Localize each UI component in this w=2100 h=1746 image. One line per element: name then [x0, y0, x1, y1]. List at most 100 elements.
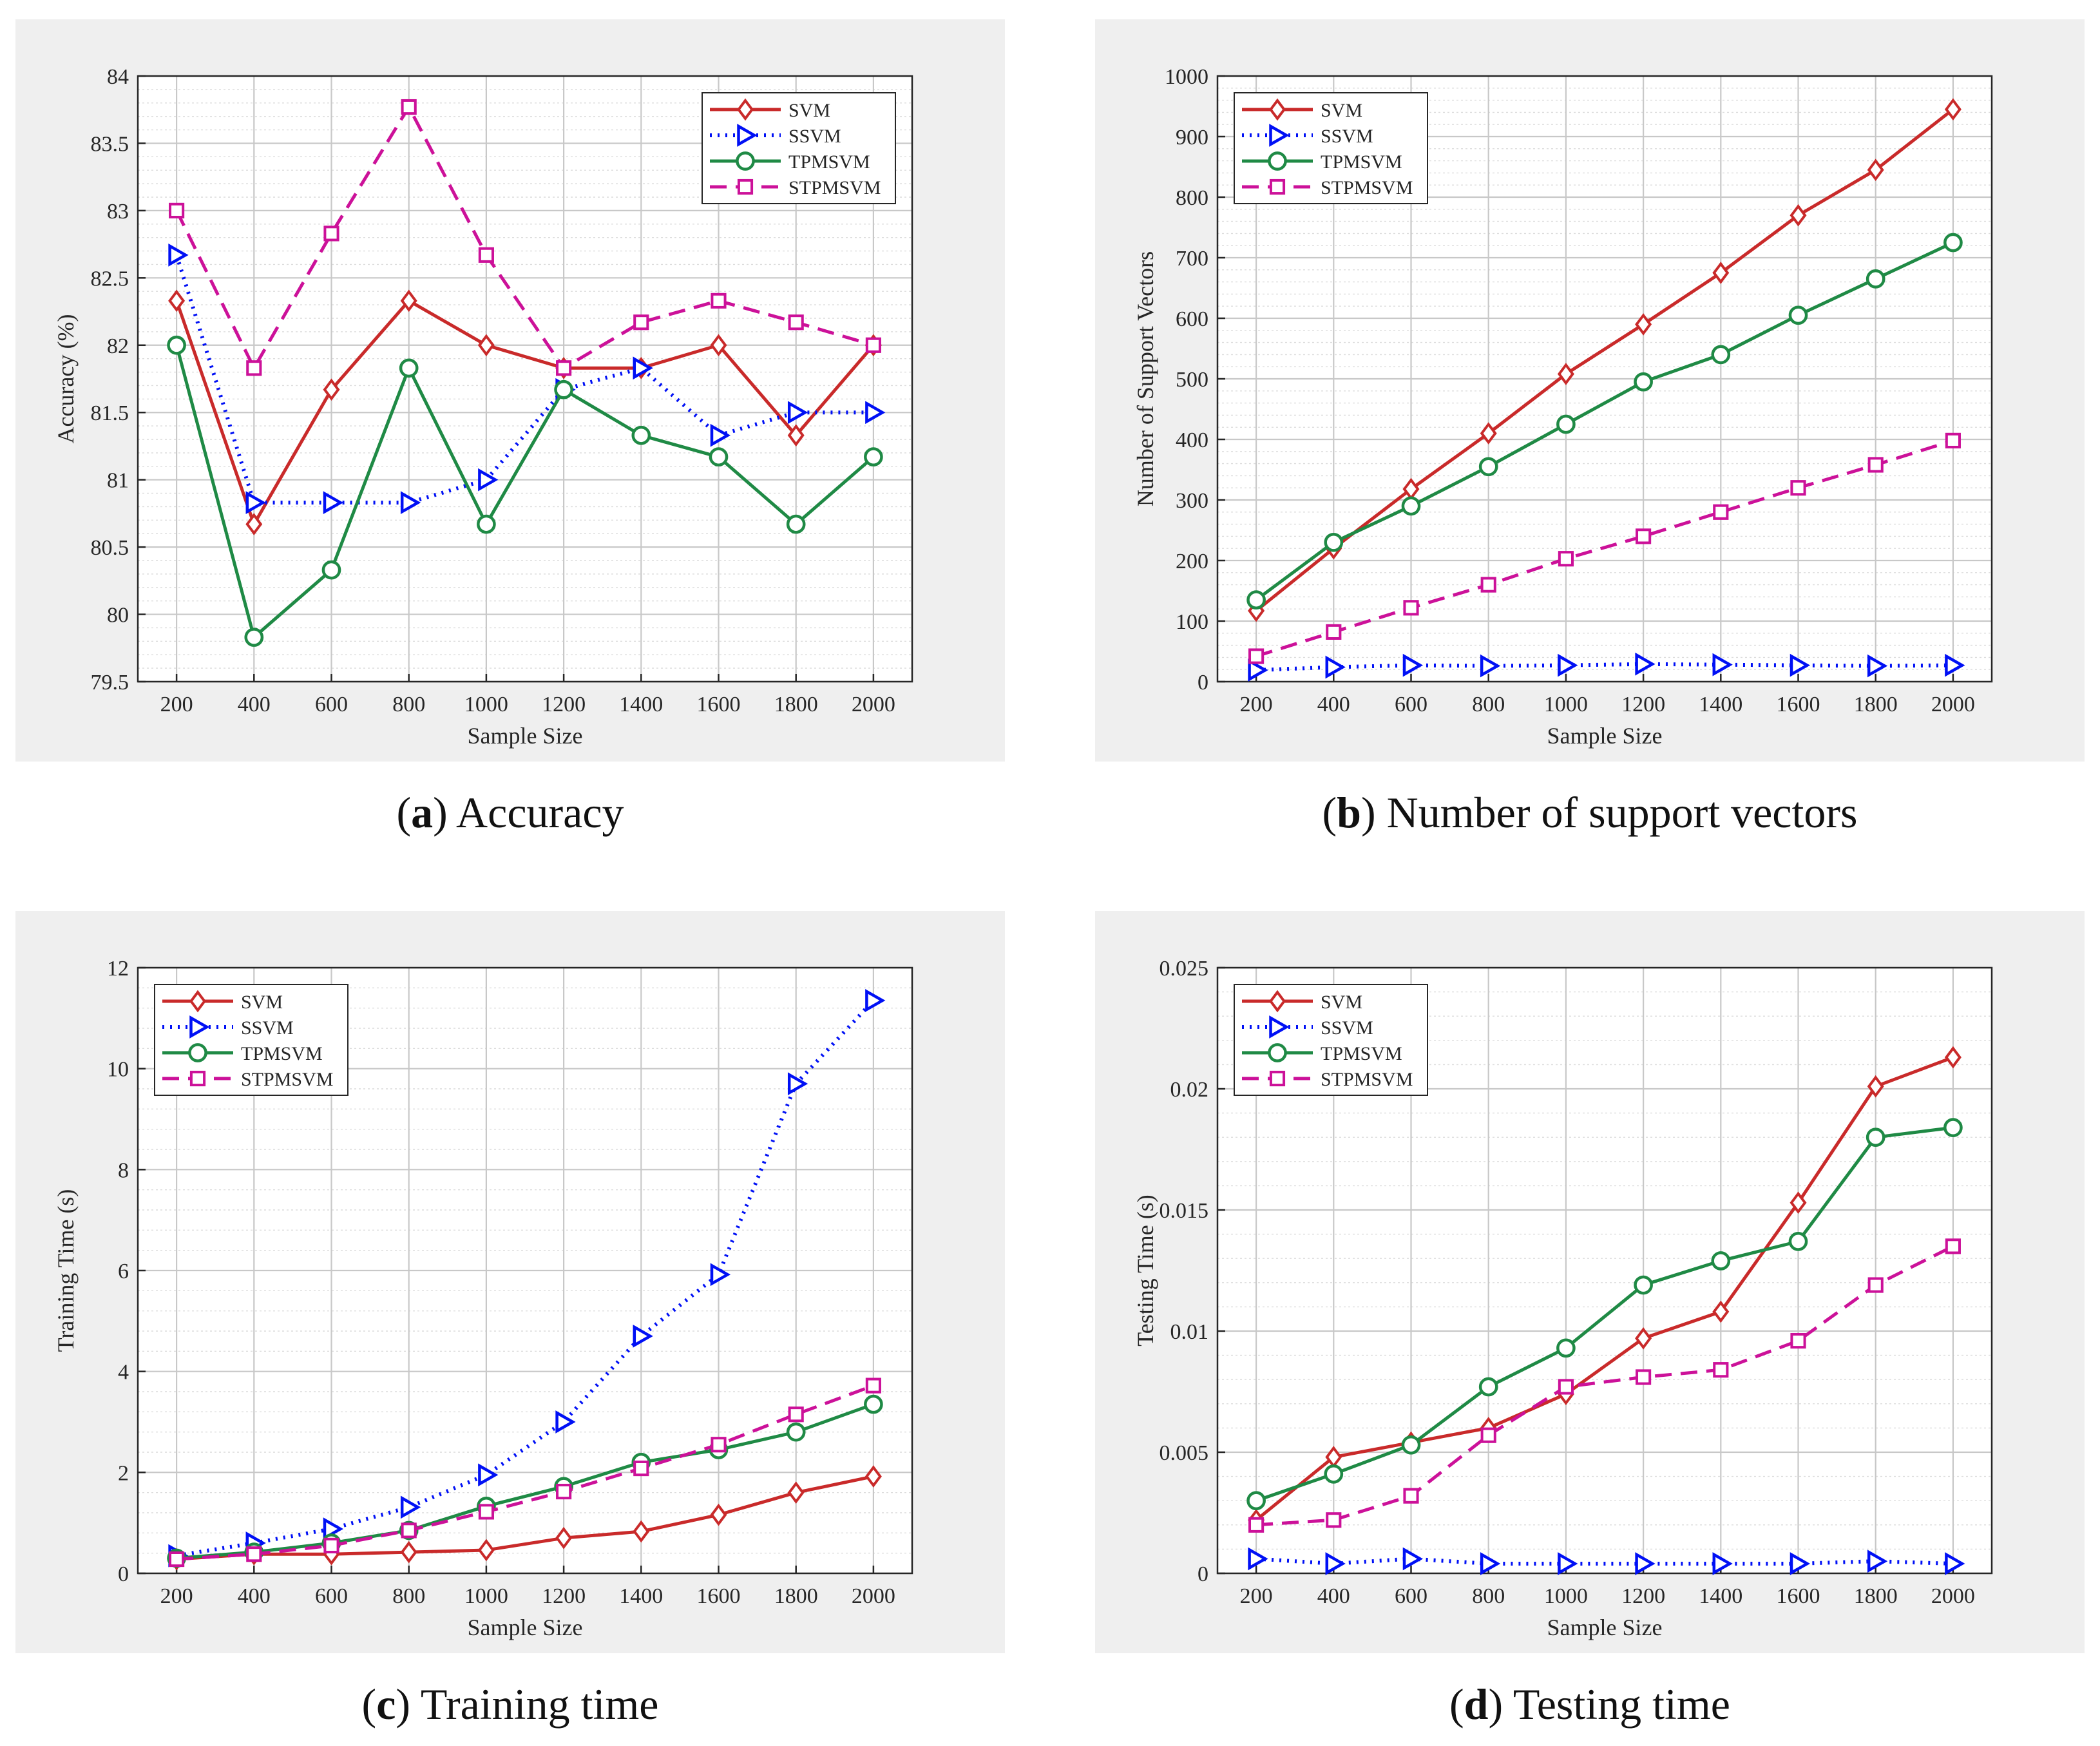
data-point-svm: [864, 1465, 882, 1488]
data-point-stpmsvm: [1945, 432, 1961, 448]
data-point-ssvm: [478, 1463, 499, 1487]
data-point-stpmsvm: [711, 1437, 727, 1453]
y-tick-label: 800: [1176, 186, 1208, 210]
data-point-ssvm: [1558, 1552, 1578, 1575]
data-point-stpmsvm: [401, 1522, 417, 1539]
data-point-tpmsvm: [244, 628, 264, 647]
series-line-stpmsvm: [1255, 439, 1954, 658]
x-tick-label: 1600: [697, 1584, 741, 1608]
data-point-tpmsvm: [1401, 1435, 1421, 1455]
caption-a: (a) Accuracy: [396, 788, 624, 837]
y-tick-label: 600: [1176, 307, 1208, 331]
x-tick-label: 1200: [542, 693, 586, 716]
y-tick-label: 84: [107, 65, 129, 89]
data-point-stpmsvm: [865, 1377, 881, 1394]
axes-box: [1216, 966, 1993, 1575]
data-point-stpmsvm: [401, 99, 417, 115]
x-tick-label: 1200: [542, 1584, 586, 1608]
y-tick-label: 900: [1176, 126, 1208, 149]
data-point-tpmsvm: [786, 1422, 806, 1442]
data-point-svm: [1712, 1300, 1730, 1323]
x-tick-label: 600: [1395, 1584, 1427, 1608]
data-point-tpmsvm: [631, 425, 651, 445]
data-point-tpmsvm: [1866, 269, 1885, 289]
data-point-svm: [1790, 1191, 1807, 1214]
caption-b: (b) Number of support vectors: [1322, 788, 1858, 837]
data-point-svm: [1635, 1327, 1652, 1350]
data-point-stpmsvm: [1326, 1512, 1342, 1528]
data-point-ssvm: [1402, 653, 1424, 677]
data-point-stpmsvm: [1248, 1517, 1265, 1533]
data-point-stpmsvm: [1713, 504, 1729, 520]
x-tick-label: 800: [392, 1584, 425, 1608]
data-point-ssvm: [478, 468, 499, 492]
data-point-ssvm: [1867, 1549, 1888, 1573]
y-tick-label: 12: [107, 957, 129, 981]
chart-testing-time: 0 0.005 0.01 0.015 0.02 0.025 200 400 600 800 1000…: [1095, 911, 2085, 1653]
data-point-tpmsvm: [1711, 345, 1731, 365]
data-point-tpmsvm: [864, 447, 883, 467]
data-point-stpmsvm: [169, 1551, 185, 1568]
data-point-ssvm: [633, 356, 653, 380]
data-point-stpmsvm: [788, 314, 804, 331]
data-point-stpmsvm: [1867, 1277, 1884, 1293]
legend: [1234, 92, 1428, 204]
data-point-stpmsvm: [711, 293, 727, 309]
chart-training-time: 0 2 4 6 8 10 12 200 400 600 800 1000 1200 1400 1600 180…: [15, 911, 1005, 1653]
y-tick-label: 6: [118, 1260, 129, 1283]
legend-marker-ssvm: [189, 1015, 210, 1039]
legend-label-tpmsvm: TPMSVM: [1321, 151, 1402, 173]
data-point-stpmsvm: [1790, 480, 1806, 496]
data-point-ssvm: [1790, 653, 1811, 677]
data-point-stpmsvm: [246, 1546, 262, 1562]
y-tick-label: 200: [1176, 550, 1208, 573]
data-point-stpmsvm: [633, 1460, 649, 1477]
data-point-svm: [787, 424, 805, 447]
x-axis-label: Sample Size: [468, 1615, 583, 1640]
data-point-stpmsvm: [478, 247, 494, 263]
data-point-ssvm: [865, 989, 886, 1012]
data-point-ssvm: [1712, 653, 1733, 676]
y-tick-label: 1000: [1165, 65, 1208, 89]
y-tick-label: 81.5: [91, 401, 129, 425]
data-point-tpmsvm: [1478, 457, 1498, 477]
legend: [702, 92, 896, 204]
data-point-stpmsvm: [1558, 551, 1574, 567]
data-point-ssvm: [1248, 1547, 1268, 1571]
y-tick-label: 0.025: [1160, 957, 1209, 981]
data-point-svm: [400, 289, 417, 312]
data-point-tpmsvm: [167, 335, 186, 355]
y-axis-label: Number of Support Vectors: [1132, 251, 1158, 506]
data-point-tpmsvm: [786, 514, 806, 534]
data-point-stpmsvm: [865, 337, 881, 353]
y-axis-label: Accuracy (%): [53, 314, 79, 444]
data-point-stpmsvm: [1326, 624, 1342, 640]
data-point-stpmsvm: [556, 360, 572, 376]
x-tick-label: 2000: [852, 1584, 895, 1608]
data-point-svm: [710, 1503, 727, 1526]
data-point-tpmsvm: [1788, 305, 1808, 325]
legend-label-svm: SVM: [241, 992, 283, 1013]
legend-marker-svm: [1269, 98, 1286, 121]
y-axis-label: Training Time (s): [53, 1189, 79, 1352]
data-point-tpmsvm: [709, 447, 729, 467]
y-tick-label: 500: [1176, 368, 1208, 392]
legend-marker-stpmsvm: [189, 1070, 206, 1087]
x-tick-label: 1600: [697, 693, 741, 716]
y-tick-label: 83: [107, 200, 129, 224]
data-point-svm: [1944, 98, 1962, 121]
data-point-tpmsvm: [1556, 414, 1576, 434]
caption-c: (c) Training time: [361, 1680, 659, 1729]
y-tick-label: 80: [107, 604, 129, 628]
legend-marker-ssvm: [1269, 1015, 1290, 1039]
x-tick-label: 1200: [1621, 1584, 1665, 1608]
data-point-ssvm: [245, 491, 266, 515]
y-tick-label: 0: [1198, 1562, 1208, 1586]
y-tick-label: 80.5: [91, 536, 129, 560]
data-point-stpmsvm: [1248, 648, 1265, 664]
y-tick-label: 100: [1176, 610, 1208, 634]
legend-label-svm: SVM: [1321, 992, 1362, 1013]
x-tick-label: 1400: [1699, 693, 1742, 716]
data-point-svm: [1867, 1075, 1884, 1098]
data-point-tpmsvm: [864, 1394, 883, 1414]
